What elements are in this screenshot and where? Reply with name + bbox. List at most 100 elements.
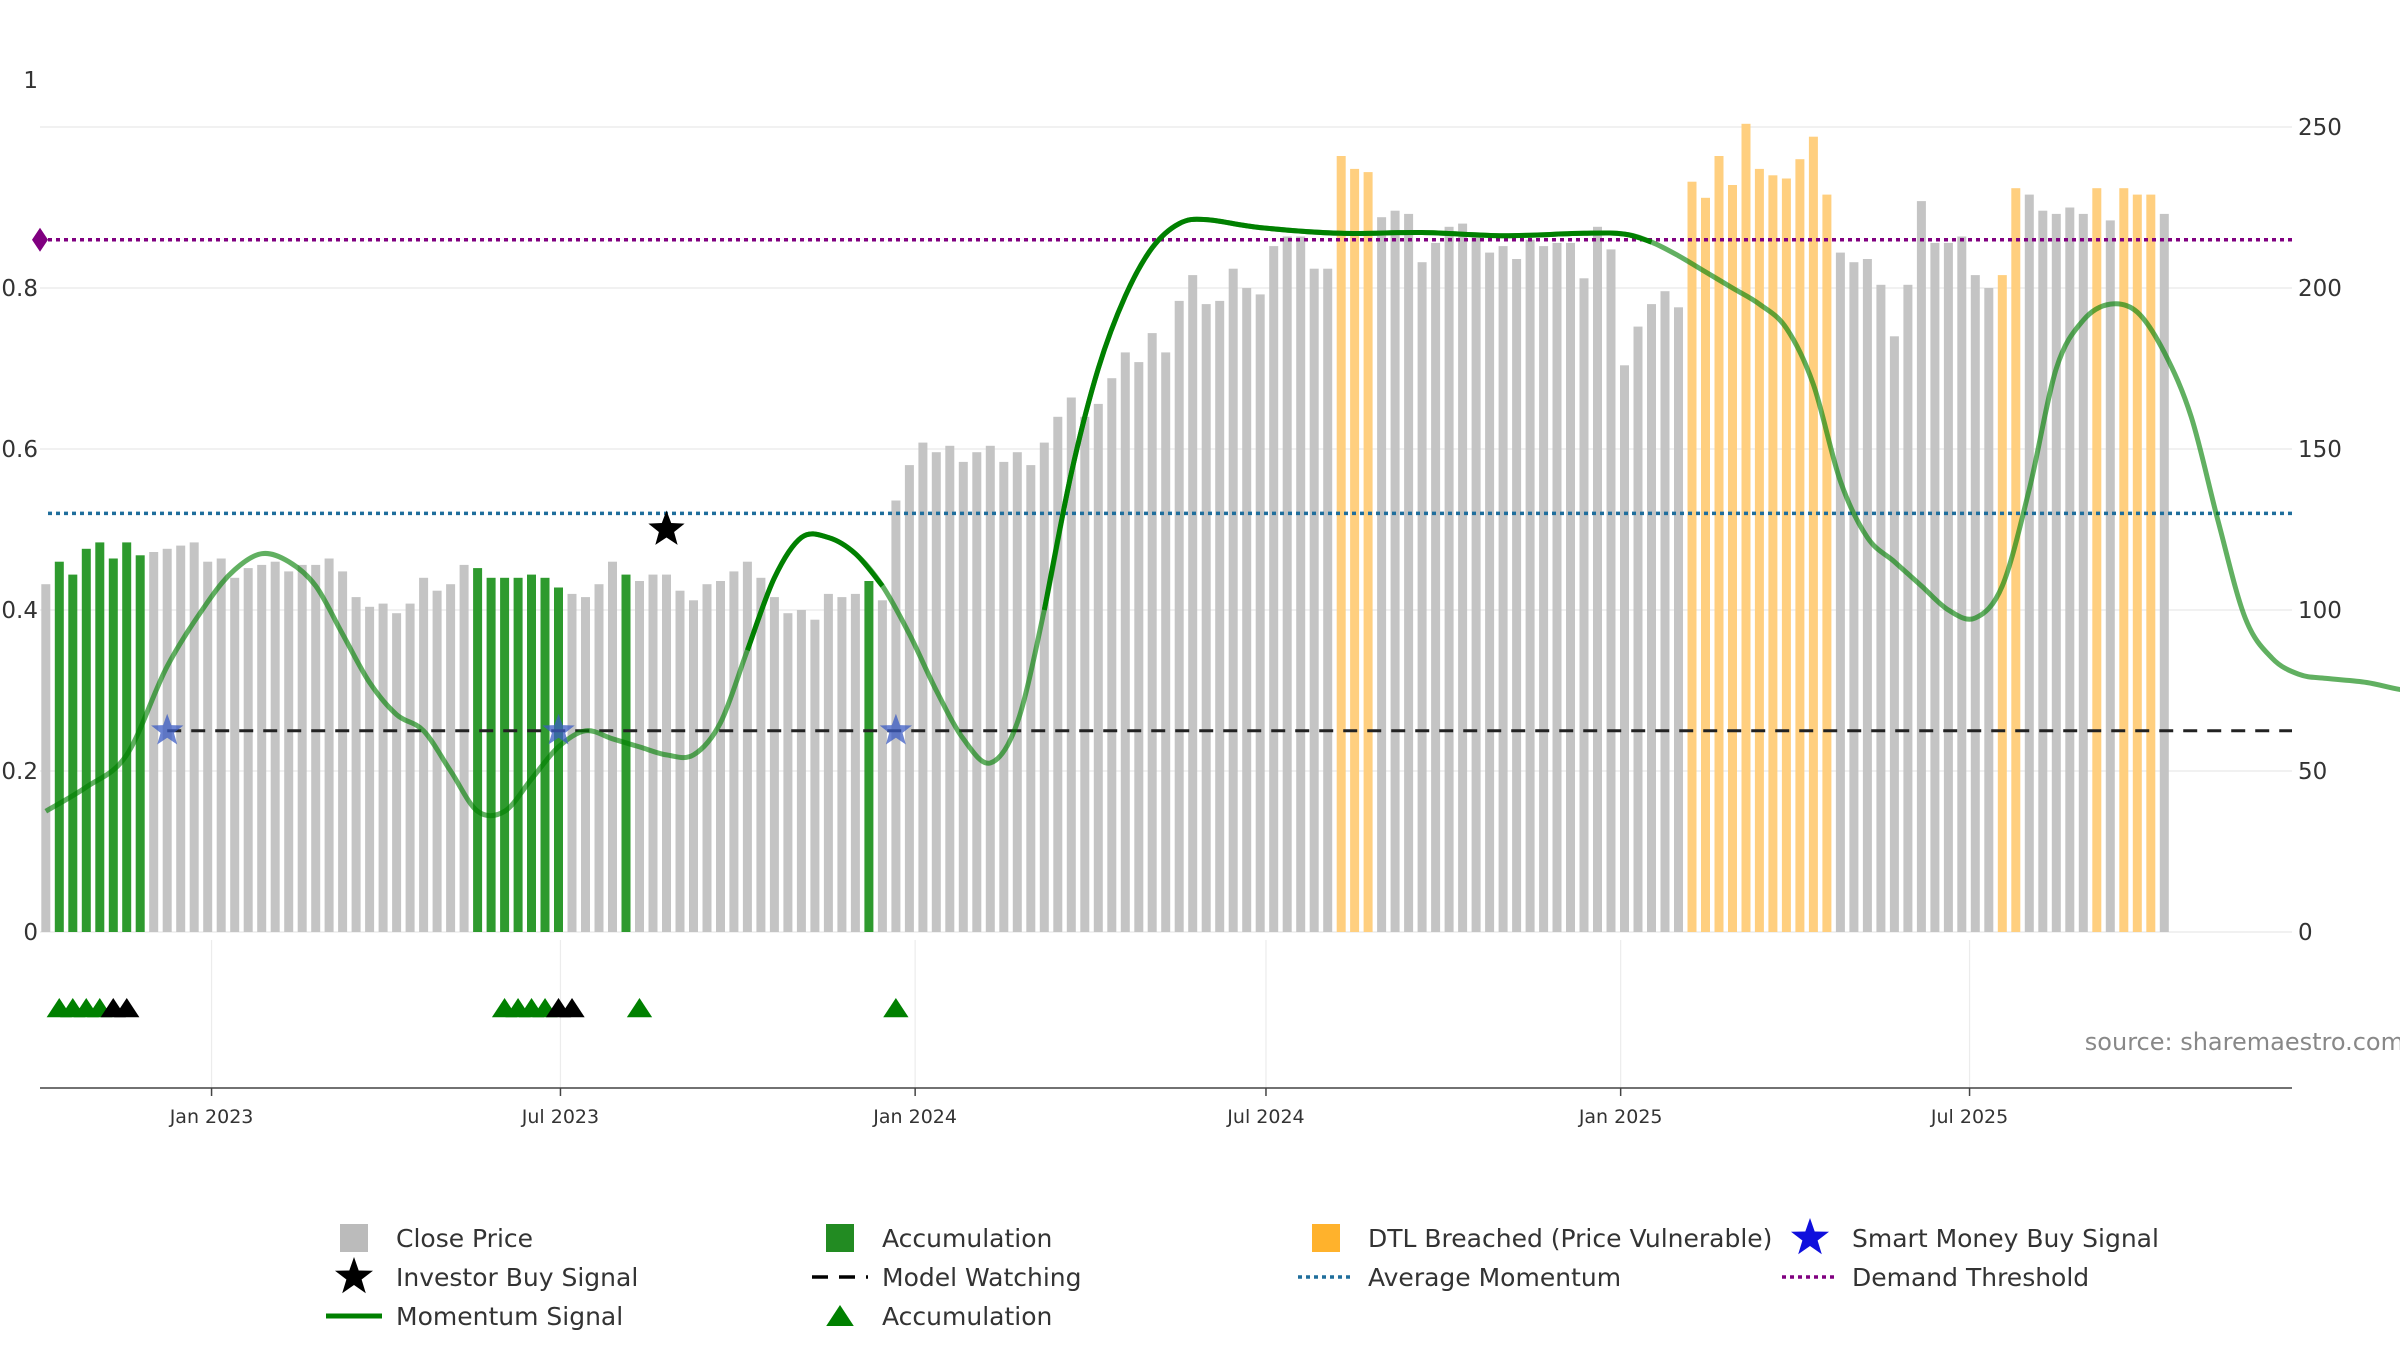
close-price-bar (257, 564, 267, 932)
legend: Close Price Accumulation DTL Breached (Pri… (326, 1218, 2159, 1331)
close-price-bar (1579, 278, 1589, 932)
close-price-bar (365, 606, 375, 932)
close-price-bar (1525, 239, 1535, 932)
close-price-bar (850, 593, 860, 932)
close-price-bar (1282, 236, 1292, 932)
close-price-bar (999, 461, 1009, 932)
momentum-signal (44, 216, 2400, 819)
dtl-breached-bar (1822, 194, 1832, 933)
x-tick-label: Jan 2024 (872, 1106, 957, 1128)
close-price-bar (1134, 362, 1144, 933)
close-price-bar (972, 452, 982, 932)
dtl-breached-bar (1701, 197, 1710, 933)
legend-label: Close Price (396, 1224, 533, 1253)
left-y-tick-label: 0.2 (1, 759, 38, 785)
close-price-bar (297, 564, 307, 932)
close-price-bar (2159, 213, 2169, 932)
close-price-bar (1039, 442, 1049, 932)
close-price-bar (1539, 246, 1549, 933)
right-y-tick-label: 150 (2298, 437, 2342, 463)
dtl-breached-bar (1714, 156, 1724, 932)
watch-triangle (114, 998, 140, 1018)
close-price-bar (702, 584, 712, 932)
close-price-bar (1512, 259, 1522, 932)
close-price-bar (311, 564, 321, 932)
smart-money-buy-star (879, 713, 912, 745)
close-price-bar (1593, 226, 1602, 933)
close-price-bar (1309, 268, 1319, 932)
close-price-bar (1835, 252, 1845, 933)
close-price-bar (567, 593, 577, 932)
dtl-breached-bar (1997, 275, 2007, 933)
legend-square-icon (340, 1224, 368, 1252)
accumulation-bar (108, 558, 118, 932)
close-price-bar (1215, 300, 1225, 932)
close-price-bar (958, 461, 968, 932)
close-price-bar (2051, 213, 2061, 932)
accumulation-bar (135, 555, 145, 932)
close-price-bar (284, 571, 294, 932)
close-price-bar (1957, 236, 1967, 932)
close-price-bar (877, 600, 887, 932)
close-price-bar (1498, 246, 1508, 933)
close-price-bar (594, 584, 604, 932)
close-price-bar (1296, 236, 1306, 932)
legend-label: Average Momentum (1368, 1263, 1621, 1292)
dtl-breached-bar (2092, 188, 2102, 932)
close-price-bar (1970, 275, 1980, 933)
close-price-bar (1255, 294, 1265, 932)
close-price-bar (769, 597, 779, 932)
close-price-bar (41, 584, 51, 932)
close-price-bar (783, 613, 793, 932)
demand-threshold-marker (32, 227, 48, 252)
close-price-bar (1633, 326, 1643, 933)
dtl-breached-bar (1350, 168, 1360, 932)
close-price-bar (1606, 249, 1616, 932)
close-price-bar (216, 558, 226, 932)
left-y-tick-label: 0.4 (1, 598, 38, 624)
close-price-bar (149, 552, 159, 932)
dtl-breached-bar (1781, 178, 1791, 932)
close-price-bar (1269, 246, 1279, 933)
close-price-bar (1862, 259, 1872, 932)
close-price-bar (1552, 242, 1562, 932)
close-price-bar (1566, 242, 1575, 932)
dtl-breached-bar (1741, 123, 1751, 933)
investor-buy-star (648, 510, 685, 545)
close-price-bar (405, 603, 415, 932)
close-price-bar (1889, 336, 1899, 932)
dtl-breached-bar (1336, 156, 1346, 932)
legend-label: Smart Money Buy Signal (1852, 1224, 2159, 1253)
close-price-bar (162, 548, 172, 932)
legend-label: Accumulation (882, 1302, 1052, 1331)
smart-money-buy-star (151, 713, 184, 745)
close-price-bar (904, 465, 914, 932)
accumulation-bar (486, 577, 496, 932)
close-price-bar (1485, 252, 1495, 933)
close-price-bar (716, 581, 725, 932)
close-price-bar (419, 577, 429, 932)
source-label: source: sharemaestro.com (2085, 1028, 2400, 1056)
close-price-bar (1107, 378, 1117, 932)
accumulation-bar (122, 542, 132, 932)
accumulation-bar (864, 581, 874, 932)
signal-markers (151, 510, 912, 745)
close-price-bar (1849, 262, 1859, 932)
close-price-bar (1620, 365, 1629, 932)
close-price-bar (796, 610, 806, 932)
close-price-bar (945, 445, 955, 932)
close-price-bar (1201, 304, 1211, 933)
x-tick-label: Jul 2023 (521, 1106, 599, 1128)
legend-item: Smart Money Buy Signal (1791, 1218, 2159, 1255)
close-price-bar (1242, 288, 1252, 932)
legend-square-icon (826, 1224, 854, 1252)
legend-label: Model Watching (882, 1263, 1082, 1292)
legend-item: Close Price (340, 1224, 533, 1253)
right-y-tick-label: 0 (2298, 920, 2313, 946)
close-price-bar (392, 613, 402, 932)
close-price-bar (1228, 268, 1238, 932)
close-price-bar (1188, 275, 1198, 933)
close-price-bar (432, 590, 442, 932)
close-price-bar (608, 561, 617, 932)
legend-label: Demand Threshold (1852, 1263, 2089, 1292)
